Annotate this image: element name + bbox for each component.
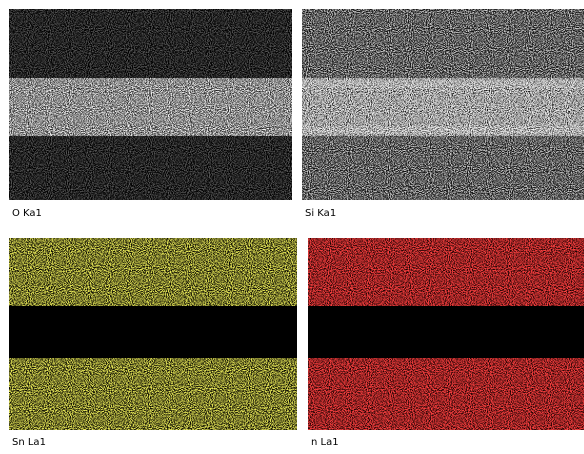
map-label: O Ka1	[12, 208, 42, 219]
map-label: n La1	[311, 437, 339, 448]
map-label: Sn La1	[12, 437, 46, 448]
map-label: Si Ka1	[305, 208, 336, 219]
map-panel: O Ka1	[9, 9, 292, 219]
map-band-glow	[9, 78, 292, 136]
map-band	[308, 306, 584, 358]
map-band-edge	[302, 126, 584, 134]
map-panel: Si Ka1	[302, 9, 584, 219]
map-band	[9, 78, 292, 136]
map-band	[302, 78, 584, 136]
map-band	[9, 306, 297, 358]
map-band-edge	[302, 80, 584, 88]
map-panel: n La1	[308, 238, 584, 448]
map-panel: Sn La1	[9, 238, 297, 448]
